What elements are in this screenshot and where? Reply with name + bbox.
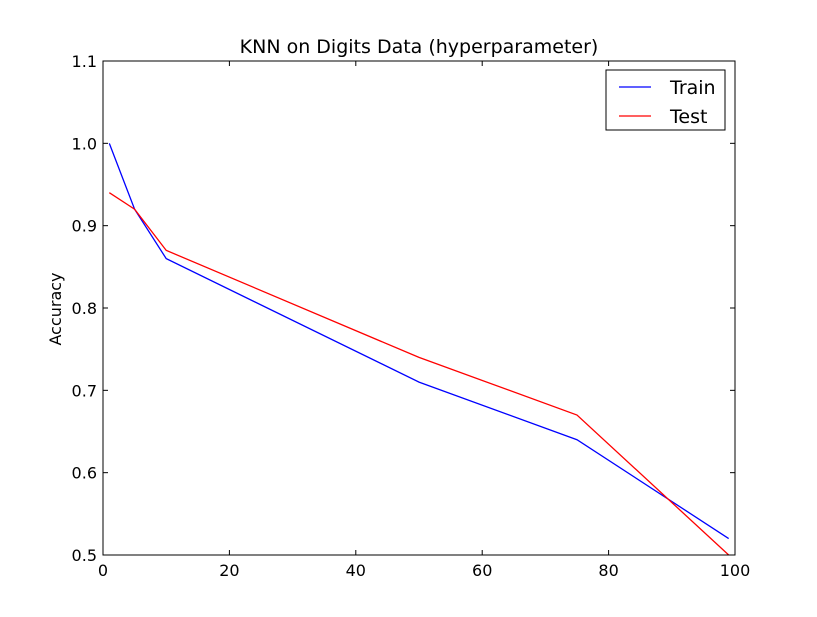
- x-tick-label: 20: [219, 561, 239, 580]
- series-line-train: [108, 143, 730, 540]
- y-tick-label: 0.6: [72, 464, 97, 483]
- y-tick-label: 0.9: [72, 217, 97, 236]
- y-tick-label: 0.5: [72, 546, 97, 565]
- y-tick-label: 1.0: [72, 134, 97, 153]
- x-tick-label: 60: [472, 561, 492, 580]
- y-tick-label: 0.7: [72, 381, 97, 400]
- chart-title: KNN on Digits Data (hyperparameter): [240, 36, 599, 58]
- plot-area: 0 20 40 60 80 100 0.5 0.6 0.7 0.8 0.9 1.0 1.1 Train Te…: [72, 52, 751, 580]
- x-tick-label: 100: [720, 561, 751, 580]
- legend-label-test: Test: [669, 106, 707, 128]
- legend-box: [605, 69, 726, 131]
- y-tick-label: 1.1: [72, 52, 97, 71]
- legend-label-train: Train: [669, 77, 716, 99]
- x-tick-label: 40: [346, 561, 366, 580]
- y-axis-label: Accuracy: [46, 272, 65, 345]
- series-line-test: [108, 192, 730, 555]
- y-tick-label: 0.8: [72, 299, 97, 318]
- x-tick-label: 0: [98, 561, 108, 580]
- x-tick-label: 80: [598, 561, 618, 580]
